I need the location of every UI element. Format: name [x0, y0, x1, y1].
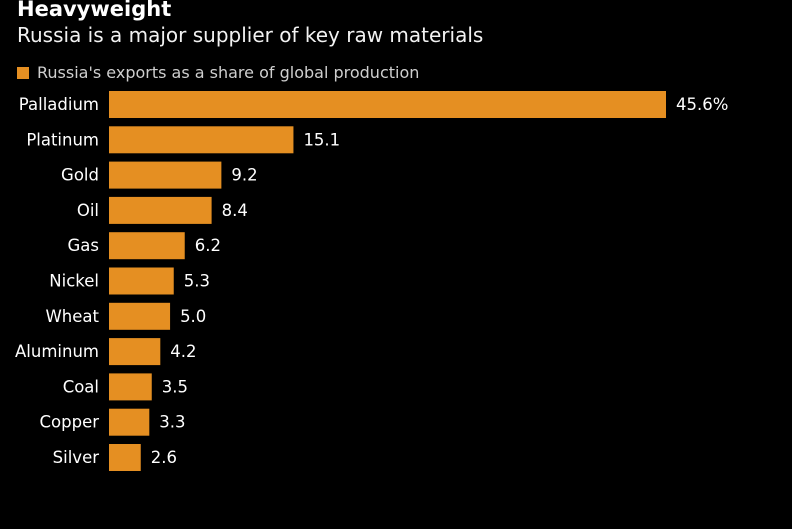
value-label-aluminum: 4.2 [170, 342, 196, 361]
bar-gas [109, 232, 185, 260]
category-label-palladium: Palladium [19, 95, 99, 114]
chart-title: Heavyweight [17, 0, 172, 21]
value-label-copper: 3.3 [159, 413, 185, 432]
bar-gold [109, 161, 222, 189]
legend-swatch [17, 67, 29, 79]
value-label-palladium: 45.6% [676, 95, 728, 114]
bar-palladium [109, 91, 666, 118]
value-label-wheat: 5.0 [180, 307, 206, 326]
bar-platinum [109, 126, 294, 154]
category-label-copper: Copper [40, 413, 100, 432]
value-label-silver: 2.6 [151, 448, 177, 467]
value-label-coal: 3.5 [162, 377, 188, 396]
category-label-gold: Gold [61, 166, 99, 185]
bar-nickel [109, 267, 174, 295]
legend-label: Russia's exports as a share of global pr… [37, 63, 420, 82]
value-label-gas: 6.2 [195, 236, 221, 255]
value-label-oil: 8.4 [222, 201, 248, 220]
category-label-gas: Gas [68, 236, 100, 255]
category-label-nickel: Nickel [49, 272, 99, 291]
category-label-platinum: Platinum [26, 130, 99, 149]
bar-oil [109, 196, 212, 224]
category-label-coal: Coal [63, 377, 99, 396]
bar-silver [109, 444, 141, 471]
category-label-silver: Silver [53, 448, 100, 467]
category-label-aluminum: Aluminum [15, 342, 99, 361]
value-label-gold: 9.2 [231, 166, 257, 185]
category-label-wheat: Wheat [45, 307, 99, 326]
chart-subtitle: Russia is a major supplier of key raw ma… [17, 23, 484, 47]
value-label-platinum: 15.1 [303, 130, 340, 149]
bar-wheat [109, 302, 171, 330]
bar-coal [109, 373, 152, 401]
value-label-nickel: 5.3 [184, 272, 210, 291]
bar-aluminum [109, 338, 161, 366]
category-label-oil: Oil [77, 201, 99, 220]
bar-copper [109, 408, 150, 436]
legend: Russia's exports as a share of global pr… [17, 63, 419, 83]
